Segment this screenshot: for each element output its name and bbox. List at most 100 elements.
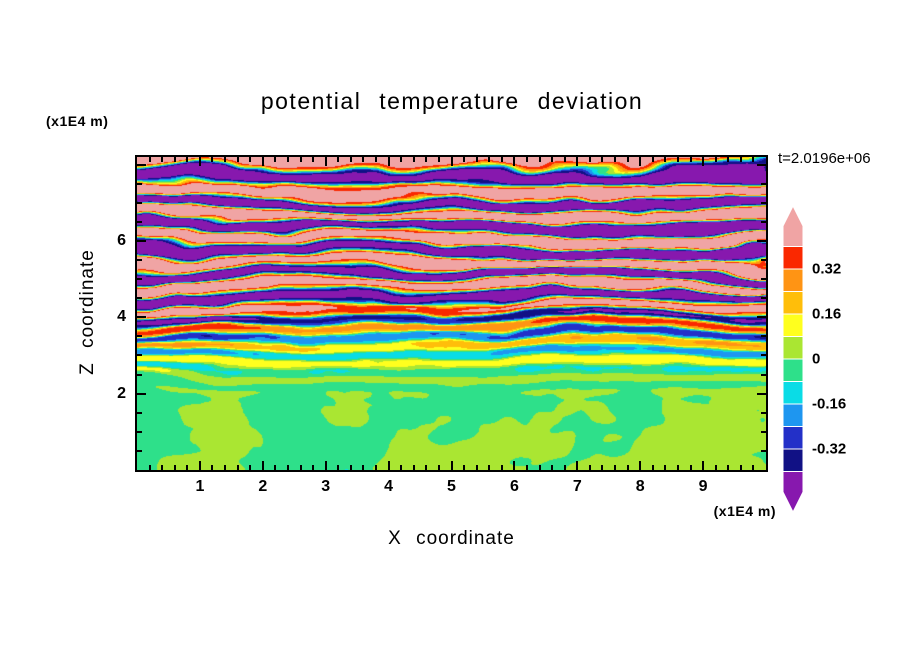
- x-tick-label: 9: [698, 478, 708, 495]
- x-tick: [538, 465, 541, 470]
- x-tick: [437, 157, 440, 162]
- x-tick: [224, 465, 227, 470]
- x-tick: [186, 157, 189, 162]
- x-tick: [563, 157, 566, 162]
- x-tick-label: 6: [509, 478, 519, 495]
- heatmap-canvas: [137, 157, 766, 470]
- x-tick: [651, 465, 654, 470]
- x-tick: [249, 157, 252, 162]
- x-tick: [513, 157, 516, 166]
- x-tick: [676, 157, 679, 162]
- z-tick: [137, 297, 142, 300]
- x-tick: [727, 465, 730, 470]
- x-tick: [412, 157, 415, 162]
- x-tick: [601, 465, 604, 470]
- x-tick: [337, 465, 340, 470]
- x-tick: [463, 465, 466, 470]
- x-tick: [752, 157, 755, 162]
- z-tick: [761, 335, 766, 338]
- x-tick: [312, 465, 315, 470]
- x-tick: [639, 461, 642, 470]
- colorbar-tick-label: 0.16: [812, 305, 842, 323]
- x-tick-label: 4: [384, 478, 394, 495]
- z-tick: [137, 239, 146, 242]
- colorbar: [783, 206, 803, 512]
- x-tick: [639, 157, 642, 166]
- z-tick: [761, 297, 766, 300]
- x-tick: [274, 465, 277, 470]
- z-tick: [761, 373, 766, 376]
- z-tick: [757, 316, 766, 319]
- x-tick: [614, 157, 617, 162]
- x-tick: [576, 461, 579, 470]
- x-tick-label: 5: [447, 478, 456, 495]
- x-tick: [450, 461, 453, 470]
- z-tick: [137, 411, 142, 414]
- colorbar-segment: [783, 336, 803, 360]
- colorbar-segment: [783, 246, 803, 270]
- x-tick-label: 8: [635, 478, 645, 495]
- x-tick: [286, 157, 289, 162]
- plot-area: [135, 155, 768, 472]
- z-tick: [761, 259, 766, 262]
- x-tick: [375, 465, 378, 470]
- x-tick: [513, 461, 516, 470]
- x-tick: [299, 465, 302, 470]
- x-tick: [702, 157, 705, 166]
- x-tick: [714, 157, 717, 162]
- x-tick: [425, 465, 428, 470]
- x-tick: [450, 157, 453, 166]
- z-tick: [761, 278, 766, 281]
- x-tick: [651, 157, 654, 162]
- x-tick-label: 1: [195, 478, 205, 495]
- x-tick: [702, 461, 705, 470]
- x-tick: [752, 465, 755, 470]
- z-tick-label: 2: [117, 384, 126, 402]
- z-tick: [137, 201, 142, 204]
- x-tick: [425, 157, 428, 162]
- x-tick: [261, 461, 264, 470]
- x-tick: [400, 157, 403, 162]
- colorbar-segment: [783, 206, 803, 247]
- x-tick: [488, 465, 491, 470]
- x-tick: [362, 465, 365, 470]
- z-tick: [137, 430, 142, 433]
- x-tick: [324, 157, 327, 166]
- x-tick: [198, 461, 201, 470]
- x-tick: [312, 157, 315, 162]
- x-axis-unit: (x1E4 m): [713, 503, 776, 519]
- x-tick-label: 3: [321, 478, 331, 495]
- x-tick: [211, 465, 214, 470]
- x-tick: [714, 465, 717, 470]
- colorbar-tick-label: 0: [812, 350, 821, 368]
- x-tick: [286, 465, 289, 470]
- x-tick: [676, 465, 679, 470]
- x-tick: [299, 157, 302, 162]
- x-tick: [588, 157, 591, 162]
- x-tick: [249, 465, 252, 470]
- x-tick: [689, 157, 692, 162]
- colorbar-tick-label: 0.32: [812, 260, 842, 278]
- x-tick: [500, 157, 503, 162]
- colorbar-segment: [783, 426, 803, 450]
- x-tick: [563, 465, 566, 470]
- x-tick: [614, 465, 617, 470]
- x-tick: [739, 157, 742, 162]
- colorbar-segment: [783, 358, 803, 382]
- x-tick: [739, 465, 742, 470]
- x-tick: [211, 157, 214, 162]
- x-tick: [362, 157, 365, 162]
- x-tick: [588, 465, 591, 470]
- x-tick: [525, 157, 528, 162]
- x-tick: [173, 465, 176, 470]
- z-tick: [137, 278, 142, 281]
- x-tick-label: 7: [572, 478, 582, 495]
- colorbar-segment: [783, 381, 803, 405]
- z-tick: [137, 392, 146, 395]
- x-tick: [173, 157, 176, 162]
- z-tick: [761, 430, 766, 433]
- x-tick: [198, 157, 201, 166]
- colorbar-segment: [783, 448, 803, 472]
- x-tick: [387, 461, 390, 470]
